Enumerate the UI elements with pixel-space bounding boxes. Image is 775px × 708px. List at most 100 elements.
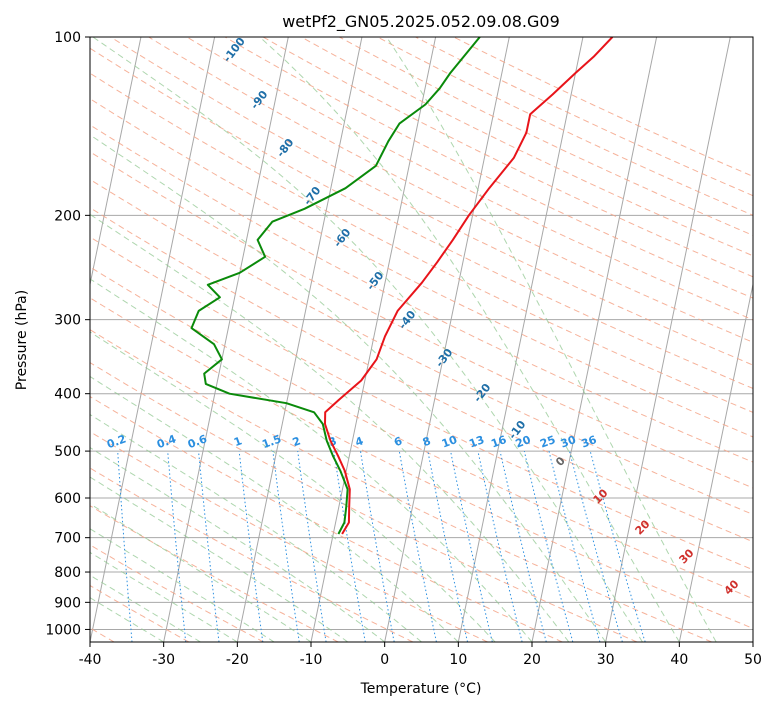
- mixing-ratio-label: 10: [440, 433, 459, 451]
- y-axis-label: Pressure (hPa): [14, 290, 30, 390]
- mixing-ratio-line: [569, 450, 623, 642]
- x-tick-label: 40: [670, 652, 688, 668]
- profile-series: [190, 37, 614, 535]
- y-tick-label: 900: [54, 595, 81, 611]
- dry-adiabat-line: [90, 207, 753, 543]
- y-tick-label: 500: [54, 444, 81, 460]
- dry-adiabat-line: [90, 505, 339, 642]
- isotherm-line: [531, 37, 658, 642]
- mixing-ratio-label: 20: [514, 433, 533, 451]
- mixing-ratio-label: 25: [538, 433, 557, 450]
- isotherm-line: [163, 37, 289, 642]
- isotherm-line: [236, 37, 363, 642]
- isotherm-line: [457, 37, 584, 642]
- y-tick-label: 100: [54, 30, 81, 46]
- y-tick-label: 300: [54, 313, 81, 329]
- y-tick-label: 1000: [45, 622, 81, 638]
- mixing-ratio-label: 1.5: [260, 432, 283, 451]
- mixing-ratio-line: [548, 450, 601, 642]
- dry-adiabat-line: [90, 395, 563, 642]
- moist-adiabat-line: [90, 476, 349, 642]
- moist-adiabat-line: [90, 446, 386, 642]
- dry-adiabat-line: [90, 236, 753, 571]
- moist-adiabat-line: [90, 551, 238, 642]
- dry-adiabat-line: [90, 329, 712, 642]
- mixing-ratio-line: [167, 451, 187, 642]
- y-axis: 100 200 300 400 500 600 700 800 900 1000: [45, 30, 90, 638]
- isotherm-line: [384, 37, 510, 642]
- moist-adiabat-line: [90, 278, 533, 642]
- moist-adiabat-line: [90, 574, 201, 642]
- moist-adiabat-line: [90, 213, 570, 642]
- x-tick-label: 50: [744, 652, 762, 668]
- dry-adiabat-line: [90, 362, 638, 642]
- mixing-ratio-label: 30: [559, 433, 578, 451]
- isotherm-line: [90, 37, 142, 287]
- dry-adiabat-line: [90, 151, 753, 489]
- y-tick-label: 400: [54, 387, 81, 403]
- moist-adiabats: [90, 37, 717, 642]
- mixing-ratio-line: [499, 450, 547, 642]
- dry-adiabat-line: [90, 124, 753, 463]
- x-tick-label: -10: [300, 652, 323, 668]
- mixing-ratio-label: 0.6: [186, 432, 209, 451]
- moist-adiabat-line: [90, 375, 459, 642]
- x-axis-label: Temperature (°C): [360, 681, 482, 697]
- dry-adiabat-line: [90, 47, 753, 390]
- mixing-ratio-line: [427, 451, 468, 642]
- mixing-ratio-line: [238, 451, 264, 642]
- mixing-ratio-line: [589, 450, 646, 642]
- mixing-ratio-label: 16: [489, 433, 508, 451]
- dry-adiabats: [90, 37, 753, 642]
- x-axis: -40 -30 -20 -10 0 10 20 30 40 50: [79, 642, 762, 668]
- mixing-ratio-line: [477, 450, 523, 642]
- dewpoint-profile-line: [190, 37, 481, 535]
- moist-adiabat-line: [386, 37, 717, 642]
- mixing-ratio-line: [398, 451, 437, 642]
- x-tick-label: 0: [380, 652, 389, 668]
- mixing-ratio-label: 3: [327, 434, 339, 449]
- mixing-ratio-label: 6: [392, 434, 404, 449]
- mixing-ratio-label: 8: [421, 434, 433, 449]
- dry-adiabat-line: [109, 37, 753, 366]
- y-tick-label: 800: [54, 565, 81, 581]
- x-tick-label: 10: [449, 652, 467, 668]
- x-tick-label: -40: [79, 652, 102, 668]
- mixing-ratio-line: [450, 451, 493, 642]
- mixing-ratio-line: [272, 451, 300, 642]
- x-tick-label: 20: [523, 652, 541, 668]
- moist-adiabat-line: [90, 597, 164, 642]
- plot-frame: [89, 36, 754, 643]
- y-tick-label: 600: [54, 491, 81, 507]
- dry-adiabat-line: [90, 431, 488, 642]
- mixing-ratio-line: [297, 451, 327, 642]
- mixing-ratio-label: 13: [467, 433, 486, 450]
- mixing-ratio-label: 2: [291, 434, 303, 449]
- mixing-ratio-label: 1: [232, 434, 244, 449]
- isotherm-line: [678, 281, 753, 642]
- mixing-ratio-label: 4: [353, 434, 365, 449]
- moist-adiabat-line: [90, 134, 607, 642]
- mixing-ratio-label: 0.4: [155, 432, 178, 451]
- isotherm-line: [605, 37, 731, 642]
- dry-adiabat-line: [90, 297, 753, 629]
- y-tick-label: 200: [54, 208, 81, 224]
- y-tick-label: 700: [54, 531, 81, 547]
- temperature-profile-line: [324, 37, 614, 535]
- mixing-ratio-label: 36: [580, 433, 599, 451]
- mixing-ratio-line: [523, 450, 574, 642]
- mixing-ratio-lines: [117, 450, 646, 642]
- chart-title: wetPf2_GN05.2025.052.09.08.G09: [282, 12, 560, 32]
- x-tick-label: 30: [597, 652, 615, 668]
- x-tick-label: -30: [152, 652, 175, 668]
- moist-adiabat-line: [90, 413, 422, 642]
- mixing-ratio-line: [117, 451, 133, 642]
- moist-adiabat-line: [90, 331, 496, 642]
- dry-adiabat-line: [185, 37, 753, 321]
- moist-adiabat-line: [92, 37, 643, 642]
- mixing-ratio-line: [198, 451, 220, 642]
- dry-adiabat-line: [90, 584, 190, 642]
- mixing-ratio-label: 0.2: [105, 432, 128, 451]
- x-tick-label: -20: [226, 652, 249, 668]
